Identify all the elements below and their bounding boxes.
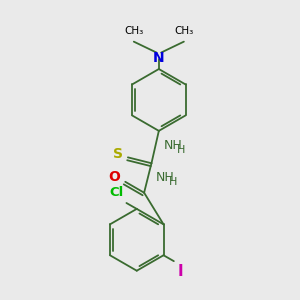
Text: CH₃: CH₃ bbox=[124, 26, 143, 36]
Text: NH: NH bbox=[164, 139, 182, 152]
Text: NH: NH bbox=[156, 172, 175, 184]
Text: I: I bbox=[177, 263, 183, 278]
Text: O: O bbox=[109, 170, 121, 184]
Text: S: S bbox=[113, 146, 123, 161]
Text: H: H bbox=[169, 177, 178, 188]
Text: H: H bbox=[177, 145, 185, 155]
Text: CH₃: CH₃ bbox=[174, 26, 194, 36]
Text: N: N bbox=[153, 51, 165, 65]
Text: Cl: Cl bbox=[109, 186, 124, 199]
